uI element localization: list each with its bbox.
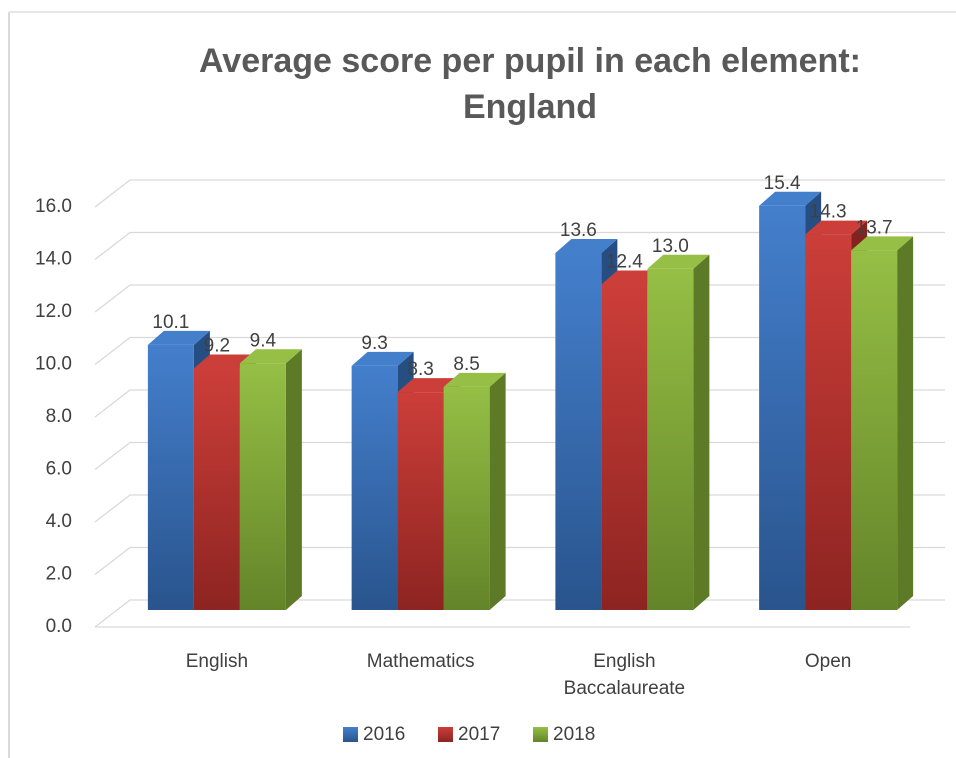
data-label: 13.7 (856, 217, 893, 238)
y-tick-label: 10.0 (35, 354, 72, 375)
data-label: 9.4 (250, 330, 277, 351)
y-tick-label: 8.0 (46, 406, 72, 427)
y-tick-label: 6.0 (46, 459, 72, 480)
x-tick-label: Mathematics (366, 651, 475, 672)
legend-label: 2018 (553, 724, 595, 745)
legend-label: 2017 (458, 724, 500, 745)
chart-title: Average score per pupil in each element:… (199, 42, 861, 126)
bar (239, 349, 302, 610)
data-label: 10.1 (152, 312, 189, 333)
data-label: 13.0 (652, 236, 689, 257)
data-label: 15.4 (764, 173, 801, 194)
data-label: 13.6 (560, 220, 597, 241)
grid-line (94, 179, 945, 208)
y-tick-label: 2.0 (46, 564, 72, 585)
legend-swatch (343, 727, 358, 742)
x-tick-label: English Baccalaureate (563, 651, 686, 699)
y-tick-label: 4.0 (46, 511, 72, 532)
y-tick-label: 12.0 (35, 301, 72, 322)
x-tick-label: Open (804, 651, 852, 672)
legend-swatch (438, 727, 453, 742)
bar (851, 236, 914, 610)
legend-swatch (533, 727, 548, 742)
data-label: 9.3 (361, 333, 387, 354)
y-tick-label: 14.0 (35, 249, 72, 270)
y-tick-label: 16.0 (35, 196, 72, 217)
grid-line (94, 231, 945, 261)
data-label: 14.3 (810, 202, 847, 223)
bar (647, 254, 710, 610)
data-label: 12.4 (606, 252, 643, 273)
x-tick-label: English (185, 651, 249, 672)
data-label: 8.5 (453, 354, 479, 375)
bar (555, 239, 618, 610)
data-label: 8.3 (407, 359, 433, 380)
y-tick-label: 0.0 (46, 616, 72, 637)
bar (443, 372, 506, 610)
legend-label: 2016 (363, 724, 405, 745)
data-label: 9.2 (204, 336, 230, 357)
